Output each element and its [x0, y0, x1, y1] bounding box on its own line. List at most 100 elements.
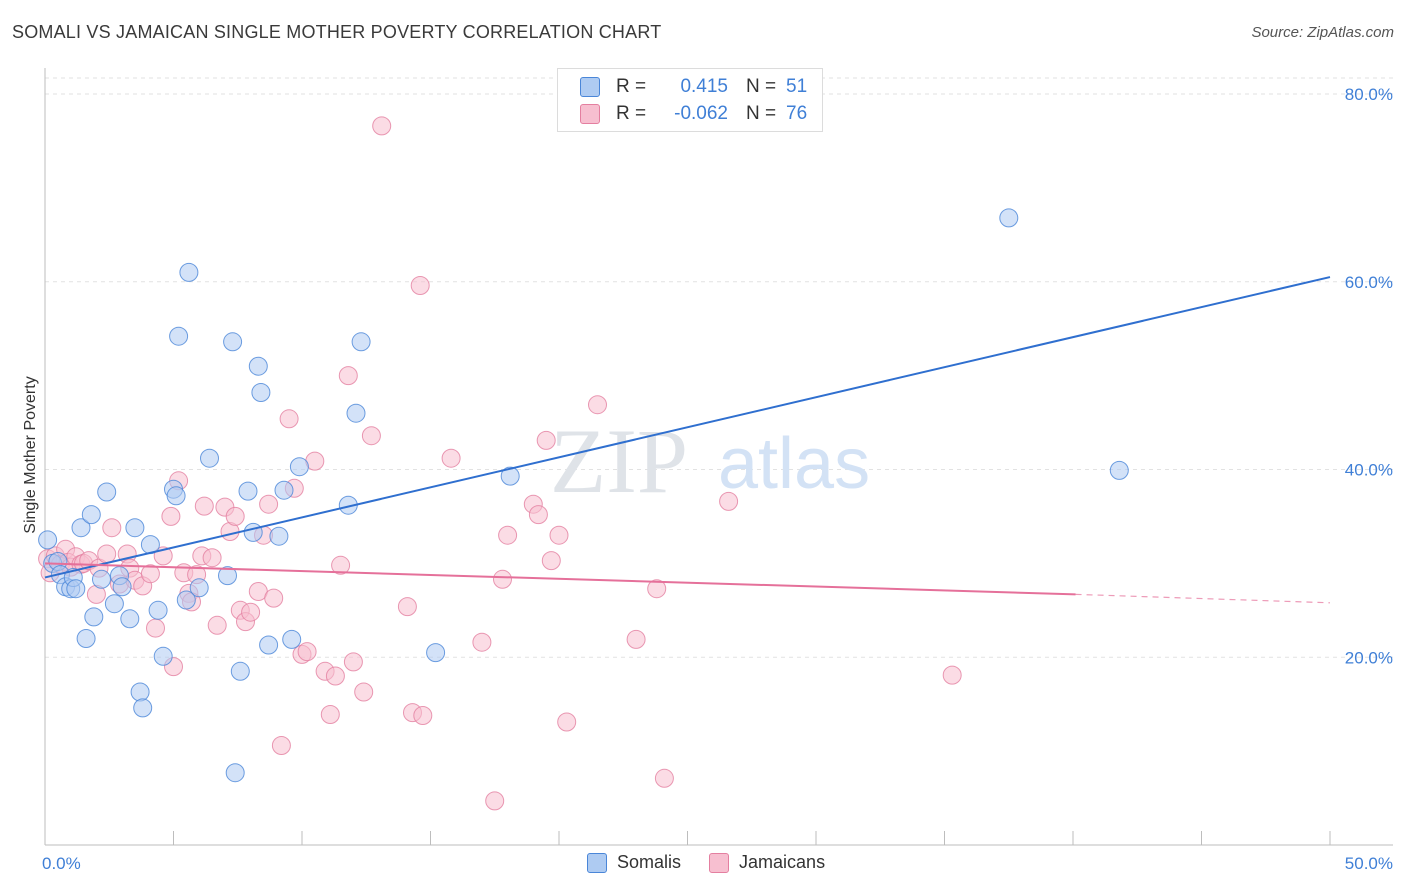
somali-point — [274, 480, 294, 500]
somali-point — [120, 609, 140, 629]
somali-point — [248, 356, 268, 376]
jamaican-swatch — [580, 104, 600, 124]
x-tick-label: 50.0% — [1345, 854, 1393, 873]
jamaican-point — [140, 564, 160, 584]
jamaican-point — [654, 768, 674, 788]
somali-swatch — [580, 77, 600, 97]
somali-point — [133, 698, 153, 718]
somali-point — [189, 578, 209, 598]
chart-title: SOMALI VS JAMAICAN SINGLE MOTHER POVERTY… — [12, 22, 662, 42]
somali-point — [218, 566, 237, 586]
somali-point — [71, 518, 91, 538]
somali-point — [97, 482, 117, 502]
somali-point — [169, 326, 189, 346]
jamaican-point — [498, 525, 518, 545]
jamaican-point — [557, 712, 577, 732]
jamaican-point — [626, 629, 646, 649]
somali-point — [84, 607, 104, 627]
jamaican-point — [441, 448, 461, 468]
somali-point — [238, 481, 258, 501]
jamaican-point — [397, 597, 417, 617]
jamaican-point — [361, 426, 381, 446]
somali-point — [225, 763, 245, 783]
jamaican-point — [97, 544, 117, 564]
somali-point — [179, 262, 199, 282]
jamaican-point — [942, 665, 962, 685]
jamaican-point — [279, 409, 299, 429]
somali-point — [259, 635, 279, 655]
jamaican-point — [372, 116, 392, 136]
jamaican-point — [354, 682, 374, 702]
somali-point — [92, 569, 111, 589]
jamaican-point — [719, 491, 739, 511]
jamaican-point — [472, 632, 492, 652]
jamaican-point — [549, 525, 569, 545]
jamaican-point — [320, 705, 340, 724]
jamaican-point — [102, 518, 122, 538]
somali-n-label: N = — [746, 76, 777, 97]
somali-point — [66, 579, 86, 599]
jamaican-point — [485, 791, 505, 811]
jamaican-point — [161, 506, 181, 526]
somali-point — [269, 526, 289, 546]
jamaican-point — [207, 615, 227, 635]
somali-point — [500, 466, 520, 486]
y-tick-label: 80.0% — [1345, 85, 1393, 104]
somali-point — [38, 530, 58, 550]
jamaican-point — [225, 506, 245, 526]
y-tick-label: 40.0% — [1345, 461, 1393, 480]
jamaican-r-label: R = — [616, 103, 647, 124]
stats-legend: R = 0.415 N = 51 R = -0.062 N = 76 — [557, 68, 823, 132]
jamaican-point — [343, 652, 363, 672]
somali-n-value: 51 — [786, 76, 808, 97]
jamaicans-swatch — [709, 852, 730, 873]
jamaican-n-label: N = — [746, 103, 777, 124]
somali-point — [112, 577, 132, 597]
somali-point — [148, 600, 168, 620]
somali-point — [243, 522, 263, 542]
legend-row-jamaican: R = -0.062 N = 76 — [580, 102, 807, 126]
jamaican-n-value: 76 — [786, 103, 808, 124]
somali-point — [1109, 460, 1129, 480]
jamaican-trend-line — [1075, 593, 1331, 604]
somali-point — [200, 448, 219, 468]
legend-item-jamaicans: Jamaicans — [709, 852, 825, 873]
somali-r-label: R = — [616, 76, 647, 97]
somali-point — [999, 208, 1019, 228]
legend-item-somalis: Somalis — [587, 852, 681, 873]
source-label: Source: ZipAtlas.com — [1251, 24, 1394, 41]
somali-r-value: 0.415 — [680, 76, 728, 97]
somali-point — [223, 332, 243, 352]
jamaican-point — [259, 494, 279, 514]
jamaican-point — [536, 430, 556, 450]
tick-labels: 20.0% 40.0% 60.0% 80.0% 0.0% 50.0% — [42, 85, 1393, 873]
trend-lines — [44, 276, 1331, 604]
somali-point — [282, 629, 302, 649]
jamaican-point — [338, 366, 358, 386]
somalis-label: Somalis — [617, 852, 682, 872]
jamaican-point — [541, 551, 561, 571]
watermark-zip: ZIP — [550, 410, 688, 512]
somalis-swatch — [587, 852, 607, 873]
somali-point — [153, 646, 173, 666]
somali-point — [289, 457, 309, 477]
somali-point — [125, 518, 145, 538]
y-axis-label: Single Mother Poverty — [22, 376, 39, 533]
x-tick-label: 0.0% — [42, 854, 81, 873]
legend-row-somali: R = 0.415 N = 51 — [580, 75, 807, 99]
jamaican-point — [413, 706, 433, 725]
series-legend: Somalis Jamaicans — [587, 852, 853, 873]
jamaicans-label: Jamaicans — [739, 852, 826, 872]
somali-point — [104, 594, 124, 614]
jamaican-point — [588, 395, 607, 415]
somali-trend-line — [44, 276, 1331, 579]
jamaican-point — [410, 276, 430, 295]
jamaican-r-value: -0.062 — [674, 103, 728, 124]
somali-point — [76, 629, 96, 648]
axes — [44, 68, 1393, 846]
y-tick-label: 60.0% — [1345, 273, 1393, 292]
somali-point — [166, 486, 186, 506]
jamaican-trend-line — [44, 562, 1076, 596]
somali-point — [81, 505, 101, 525]
somali-point — [230, 661, 250, 681]
